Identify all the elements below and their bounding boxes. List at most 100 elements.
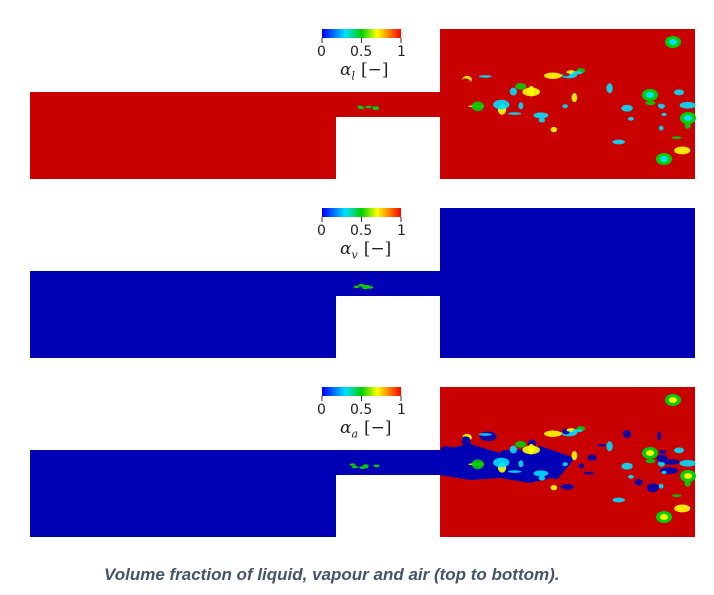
mixing-blob xyxy=(544,72,562,79)
mixing-blob xyxy=(442,450,458,460)
cavitation-spot xyxy=(362,286,369,290)
nozzle-channel xyxy=(335,271,441,296)
mixing-blob xyxy=(646,483,659,493)
mixing-blob xyxy=(597,85,607,89)
mixing-blob xyxy=(583,113,595,117)
mixing-blob xyxy=(645,458,656,464)
mixing-blob xyxy=(657,73,662,83)
mixing-blob xyxy=(550,484,558,491)
mixing-blob xyxy=(663,101,680,107)
subscript: v xyxy=(351,248,358,262)
mixing-blob xyxy=(627,116,634,121)
mixing-blob xyxy=(612,139,625,145)
vortex-core xyxy=(660,514,668,520)
inlet-chamber xyxy=(30,450,336,537)
mixing-blob xyxy=(461,443,472,451)
mixing-blob xyxy=(471,459,484,470)
mixing-blob xyxy=(572,71,583,75)
vortex-core xyxy=(660,156,668,162)
mixing-blob xyxy=(674,146,691,155)
nozzle-channel xyxy=(335,450,441,475)
mixing-blob xyxy=(440,88,453,94)
mixing-blob xyxy=(621,462,633,470)
cavitation-spot xyxy=(365,105,372,109)
mixing-blob xyxy=(493,99,510,110)
mixing-blob xyxy=(442,92,458,102)
mixing-blob xyxy=(658,125,664,131)
mixing-blob xyxy=(621,104,633,112)
mixing-blob xyxy=(571,451,578,461)
mixing-blob xyxy=(461,436,471,446)
cavitation-spot xyxy=(351,465,358,469)
contour-plot xyxy=(30,208,695,358)
mixing-blob xyxy=(623,429,631,439)
colorbar-title: αl [−] xyxy=(340,60,389,82)
mixing-blob xyxy=(489,456,499,459)
vortex-core xyxy=(669,39,677,45)
mixing-blob xyxy=(461,78,471,88)
mixing-blob xyxy=(471,101,484,112)
mixing-blob xyxy=(515,83,527,90)
mixing-blob xyxy=(612,497,625,503)
mixing-blob xyxy=(583,471,595,475)
mixing-blob xyxy=(508,112,522,115)
colorbar-tick-label: 0.5 xyxy=(350,44,373,60)
vortex-core xyxy=(684,115,692,121)
mixing-blob xyxy=(560,484,574,490)
mixing-blob xyxy=(671,136,682,140)
cavitation-spot xyxy=(349,463,356,466)
symbol: α xyxy=(340,60,352,80)
mixing-blob xyxy=(518,460,524,468)
vortex-core xyxy=(646,92,654,98)
colorbar-tick-label: 0 xyxy=(317,44,326,60)
unit: [−] xyxy=(364,418,392,438)
mixing-blob xyxy=(538,117,546,123)
mixing-blob xyxy=(587,454,597,461)
mixing-blob xyxy=(515,441,527,448)
mixing-blob xyxy=(597,443,607,447)
colorbar-tick-label: 0.5 xyxy=(350,402,373,418)
mixing-blob xyxy=(673,447,685,454)
mixing-blob xyxy=(671,494,682,498)
subscript: l xyxy=(351,69,356,83)
mixing-blob xyxy=(661,112,667,117)
colorbar-tick-label: 1 xyxy=(397,402,406,418)
mixing-blob xyxy=(572,429,583,433)
unit: [−] xyxy=(363,239,392,259)
mixing-blob xyxy=(673,89,685,96)
mixing-blob xyxy=(578,105,585,111)
mixing-blob xyxy=(663,459,680,465)
colorbar-title: αv [−] xyxy=(340,239,391,261)
mixing-blob xyxy=(522,445,541,455)
colorbar-title: αa [−] xyxy=(340,418,392,440)
mixing-blob xyxy=(479,73,497,84)
mixing-blob xyxy=(562,104,568,109)
mixing-blob xyxy=(674,504,691,513)
mixing-blob xyxy=(454,459,466,466)
outlet-chamber xyxy=(440,208,695,358)
colorbar xyxy=(322,29,401,38)
mixing-blob xyxy=(478,433,492,436)
mixing-blob xyxy=(550,126,558,133)
colorbar-tick-label: 0 xyxy=(317,402,326,418)
mixing-blob xyxy=(533,470,549,477)
mixing-blob xyxy=(658,449,667,454)
mixing-blob xyxy=(508,470,522,473)
mixing-blob xyxy=(466,452,477,456)
mixing-blob xyxy=(562,96,567,104)
mixing-blob xyxy=(645,100,656,106)
cavitation-spot xyxy=(353,285,360,289)
unit: [−] xyxy=(361,60,389,80)
colorbar-tick-label: 1 xyxy=(397,223,406,239)
colorbar xyxy=(322,387,401,396)
mixing-blob xyxy=(522,87,541,97)
mixing-blob xyxy=(560,126,574,132)
mixing-blob xyxy=(538,475,546,481)
mixing-blob xyxy=(440,446,453,452)
mixing-blob xyxy=(509,87,517,96)
inlet-chamber xyxy=(30,271,336,358)
mixing-blob xyxy=(661,470,667,475)
mixing-blob xyxy=(544,430,562,437)
mixing-blob xyxy=(656,96,668,105)
colorbar xyxy=(322,208,401,217)
